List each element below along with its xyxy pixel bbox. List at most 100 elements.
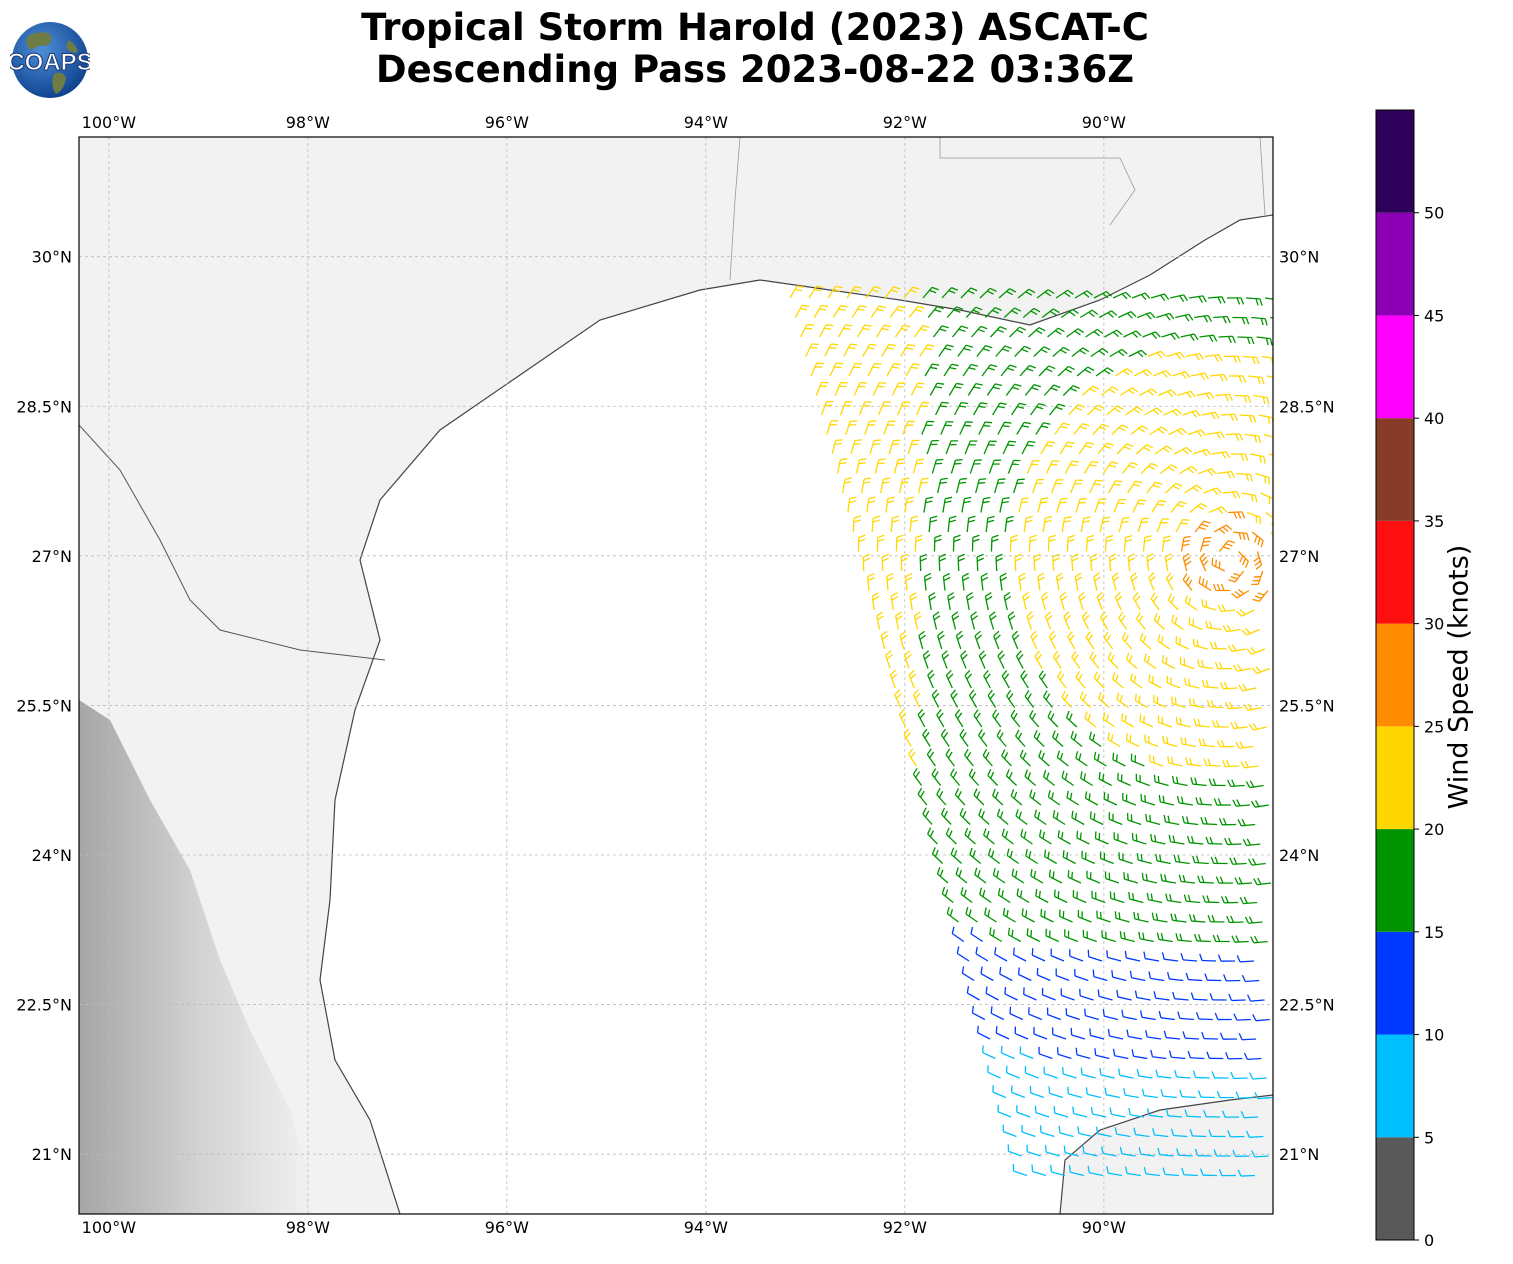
wind-barb	[1028, 327, 1046, 338]
wind-barb	[990, 326, 1007, 338]
wind-barb	[1001, 749, 1012, 767]
wind-barb	[1166, 675, 1181, 689]
wind-barb	[1076, 366, 1095, 377]
wind-barb	[1022, 591, 1030, 611]
wind-barb	[1121, 712, 1135, 728]
wind-barb	[843, 343, 858, 357]
wind-barb	[938, 553, 947, 572]
wind-barb	[1184, 677, 1200, 689]
wind-barb	[827, 285, 843, 299]
wind-barb	[1032, 478, 1045, 494]
wind-barb	[1175, 636, 1190, 650]
wind-barb	[1001, 828, 1014, 845]
wind-barb	[1045, 460, 1060, 474]
wind-barb	[1168, 834, 1185, 845]
wind-barb	[1232, 799, 1250, 807]
wind-barb	[1092, 969, 1108, 982]
colorbar-tick-label: 50	[1424, 204, 1444, 223]
wind-barb	[903, 286, 920, 299]
wind-barb	[1055, 968, 1070, 982]
wind-barb	[995, 553, 1003, 572]
wind-barb	[984, 907, 997, 923]
wind-barb	[1171, 775, 1188, 787]
wind-barb	[999, 572, 1008, 591]
wind-barb	[1117, 772, 1131, 787]
wind-barb	[1069, 949, 1084, 962]
wind-barb	[899, 630, 908, 650]
wind-barb	[1000, 1045, 1015, 1060]
wind-barb	[1067, 870, 1082, 884]
wind-barb	[877, 401, 891, 416]
wind-barb	[968, 768, 980, 786]
wind-barb	[964, 748, 974, 767]
wind-barb	[1030, 403, 1046, 416]
wind-barb	[1094, 498, 1107, 513]
wind-barb	[1142, 535, 1152, 552]
wind-barb	[936, 787, 947, 806]
wind-barb	[1252, 1014, 1270, 1022]
wind-barb	[1130, 425, 1149, 436]
wind-barb	[810, 362, 824, 377]
wind-barb	[1108, 553, 1117, 572]
wind-barb	[919, 553, 928, 572]
wind-barb	[1079, 309, 1099, 319]
wind-barb	[908, 305, 925, 318]
wind-barb	[1150, 833, 1166, 845]
wind-barb	[1057, 365, 1075, 377]
wind-barb	[880, 630, 889, 650]
wind-barb	[1218, 818, 1237, 826]
wind-barb	[978, 808, 990, 825]
wind-barb	[946, 306, 964, 318]
wind-barb	[1253, 551, 1263, 570]
wind-barb	[1053, 889, 1068, 904]
wind-barb	[1253, 394, 1270, 405]
wind-barb	[1074, 290, 1093, 299]
wind-barb	[1033, 553, 1041, 572]
wind-barb	[847, 496, 857, 513]
wind-barb	[1194, 520, 1211, 533]
wind-barb	[1227, 779, 1245, 788]
wind-barb	[1236, 609, 1255, 617]
wind-barb	[1208, 506, 1228, 514]
wind-barb	[1133, 368, 1153, 377]
wind-barb	[1130, 753, 1145, 767]
wind-barb	[923, 496, 934, 513]
wind-barb	[1236, 472, 1253, 482]
wind-barb	[1111, 572, 1120, 591]
wind-barb	[926, 439, 939, 455]
wind-barb	[1144, 407, 1163, 416]
wind-barb	[1033, 1027, 1048, 1040]
wind-barb	[1011, 868, 1025, 884]
wind-barb	[973, 402, 988, 416]
wind-barb	[1153, 613, 1165, 630]
wind-barb	[964, 827, 976, 845]
logo-text: COAPS	[10, 49, 90, 76]
wind-barb	[1212, 583, 1230, 592]
wind-barb	[1071, 650, 1081, 669]
wind-barb	[1217, 604, 1236, 613]
wind-barb	[940, 807, 952, 825]
wind-barb	[1218, 539, 1236, 552]
wind-barb	[1223, 355, 1242, 363]
wind-barb	[970, 611, 978, 630]
wind-barb	[1180, 736, 1197, 748]
wind-barb	[976, 1025, 991, 1040]
wind-barb	[1134, 990, 1151, 1001]
wind-barb	[1246, 511, 1261, 525]
wind-barb	[1073, 422, 1090, 435]
wind-barb	[1024, 690, 1035, 708]
wind-barb	[1047, 790, 1061, 806]
wind-barb	[1140, 793, 1156, 806]
colorbar-bin	[1376, 1137, 1414, 1240]
wind-barb	[1038, 1046, 1053, 1060]
wind-barb	[1215, 393, 1233, 402]
wind-barb	[959, 728, 969, 747]
wind-barb	[1070, 479, 1084, 494]
colorbar-bin	[1376, 520, 1414, 624]
wind-barb	[1165, 893, 1182, 904]
wind-barb	[905, 363, 920, 377]
wind-barb	[1114, 368, 1133, 377]
wind-barb	[842, 477, 853, 494]
wind-barb	[1121, 632, 1133, 650]
wind-barb	[1028, 534, 1037, 552]
